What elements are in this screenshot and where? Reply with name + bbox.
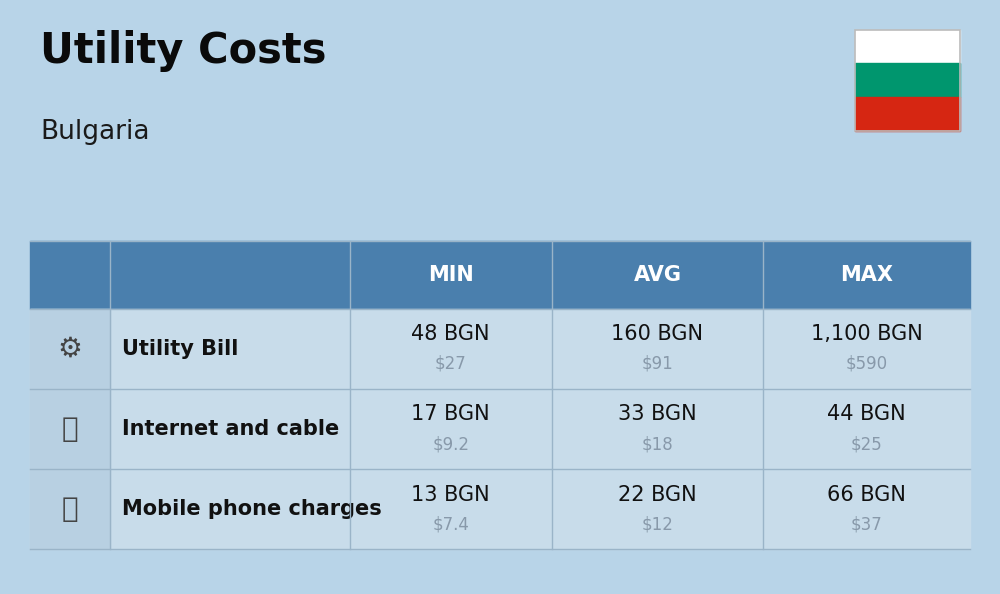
- Bar: [855, 64, 960, 97]
- Bar: [30, 309, 970, 389]
- Text: $7.4: $7.4: [432, 515, 469, 533]
- Text: 48 BGN: 48 BGN: [411, 324, 490, 344]
- Text: Utility Bill: Utility Bill: [122, 339, 238, 359]
- Text: $37: $37: [851, 515, 882, 533]
- Text: 66 BGN: 66 BGN: [827, 485, 906, 504]
- Text: Mobile phone charges: Mobile phone charges: [122, 500, 382, 519]
- Text: Bulgaria: Bulgaria: [40, 119, 150, 145]
- Text: ⚙: ⚙: [58, 335, 82, 363]
- Text: 17 BGN: 17 BGN: [411, 405, 490, 424]
- Text: Internet and cable: Internet and cable: [122, 419, 339, 439]
- Text: $590: $590: [846, 355, 888, 373]
- Bar: [30, 389, 970, 469]
- Bar: [855, 30, 960, 64]
- Text: $18: $18: [642, 435, 673, 453]
- Text: $9.2: $9.2: [432, 435, 469, 453]
- Text: 13 BGN: 13 BGN: [411, 485, 490, 504]
- Text: 33 BGN: 33 BGN: [618, 405, 697, 424]
- Text: 📡: 📡: [62, 415, 78, 443]
- Bar: [855, 97, 960, 131]
- Text: Utility Costs: Utility Costs: [40, 30, 326, 72]
- Bar: [30, 309, 110, 389]
- Text: $25: $25: [851, 435, 882, 453]
- Bar: [30, 389, 110, 469]
- Text: AVG: AVG: [633, 265, 681, 285]
- Text: 📱: 📱: [62, 495, 78, 523]
- Text: 160 BGN: 160 BGN: [611, 324, 703, 344]
- Text: 22 BGN: 22 BGN: [618, 485, 697, 504]
- Text: $91: $91: [642, 355, 673, 373]
- Bar: [30, 469, 970, 549]
- Bar: [30, 469, 110, 549]
- Text: MIN: MIN: [428, 265, 474, 285]
- Text: 44 BGN: 44 BGN: [827, 405, 906, 424]
- Text: MAX: MAX: [840, 265, 893, 285]
- Text: $12: $12: [642, 515, 673, 533]
- Bar: [30, 241, 970, 309]
- Text: 1,100 BGN: 1,100 BGN: [811, 324, 922, 344]
- Text: $27: $27: [435, 355, 467, 373]
